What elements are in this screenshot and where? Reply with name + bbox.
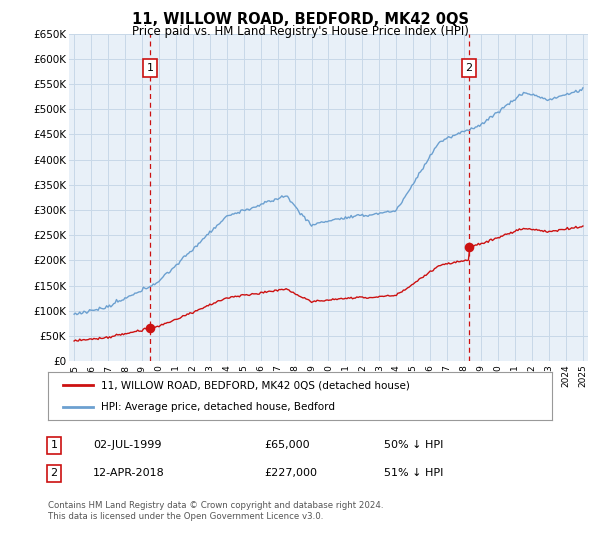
Text: £227,000: £227,000	[264, 468, 317, 478]
Text: 1: 1	[50, 440, 58, 450]
Text: 1: 1	[147, 63, 154, 73]
Text: 11, WILLOW ROAD, BEDFORD, MK42 0QS (detached house): 11, WILLOW ROAD, BEDFORD, MK42 0QS (deta…	[101, 380, 410, 390]
Text: 2: 2	[466, 63, 472, 73]
Text: 12-APR-2018: 12-APR-2018	[93, 468, 165, 478]
Point	[464, 242, 474, 251]
Text: £65,000: £65,000	[264, 440, 310, 450]
Point	[146, 324, 155, 333]
Text: Contains HM Land Registry data © Crown copyright and database right 2024.
This d: Contains HM Land Registry data © Crown c…	[48, 501, 383, 521]
Text: HPI: Average price, detached house, Bedford: HPI: Average price, detached house, Bedf…	[101, 402, 335, 412]
Text: 11, WILLOW ROAD, BEDFORD, MK42 0QS: 11, WILLOW ROAD, BEDFORD, MK42 0QS	[131, 12, 469, 27]
Text: 02-JUL-1999: 02-JUL-1999	[93, 440, 161, 450]
Text: Price paid vs. HM Land Registry's House Price Index (HPI): Price paid vs. HM Land Registry's House …	[131, 25, 469, 38]
Text: 2: 2	[50, 468, 58, 478]
Text: 51% ↓ HPI: 51% ↓ HPI	[384, 468, 443, 478]
Text: 50% ↓ HPI: 50% ↓ HPI	[384, 440, 443, 450]
